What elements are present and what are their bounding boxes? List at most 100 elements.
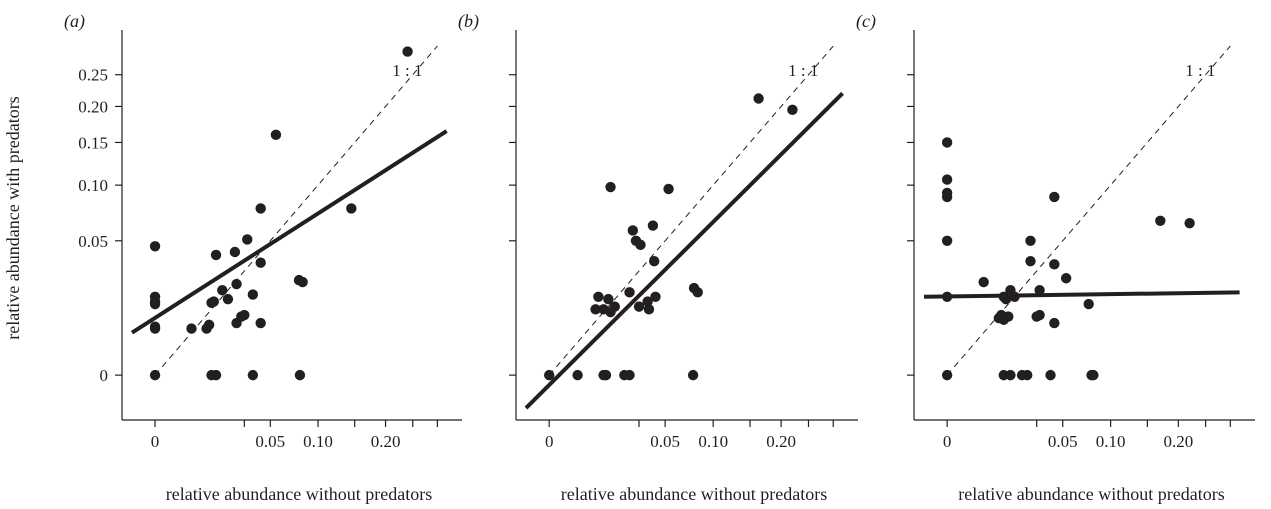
x-axis-title: relative abundance without predators xyxy=(561,484,827,504)
panel-label: (c) xyxy=(856,11,876,32)
data-point xyxy=(1049,259,1060,270)
data-point xyxy=(627,225,639,236)
data-point xyxy=(787,104,798,116)
data-point xyxy=(649,255,660,267)
data-point xyxy=(1083,298,1094,310)
x-tick-label: 0.05 xyxy=(650,432,680,451)
data-point xyxy=(941,235,953,246)
data-point xyxy=(650,291,661,302)
data-point xyxy=(149,241,161,252)
data-point xyxy=(149,291,161,302)
data-point xyxy=(149,321,161,332)
data-point xyxy=(753,93,764,104)
data-point xyxy=(590,304,601,315)
data-point xyxy=(624,287,635,298)
one-to-one-label: 1 : 1 xyxy=(788,61,818,80)
data-point xyxy=(247,289,259,300)
data-point xyxy=(941,369,953,381)
data-point xyxy=(593,291,604,302)
y-tick-label: 0 xyxy=(100,366,109,385)
data-point xyxy=(346,203,357,214)
data-point xyxy=(1034,309,1045,321)
data-point xyxy=(1045,369,1056,381)
x-tick-label: 0 xyxy=(151,432,160,451)
regression-line xyxy=(923,290,1240,299)
data-point xyxy=(572,369,583,381)
data-point xyxy=(217,284,228,296)
y-tick-label: 0.10 xyxy=(78,176,108,195)
x-tick-label: 0.05 xyxy=(1048,432,1078,451)
x-tick-label: 0.10 xyxy=(303,432,333,451)
data-point xyxy=(210,249,222,261)
data-point xyxy=(255,257,266,268)
data-point xyxy=(297,276,308,288)
data-point xyxy=(635,239,646,251)
one-to-one-label: 1 : 1 xyxy=(392,61,422,80)
data-point xyxy=(1088,369,1099,381)
one-to-one-line xyxy=(946,45,1231,376)
panel-label: (b) xyxy=(458,11,479,32)
data-point xyxy=(231,278,242,290)
data-point xyxy=(692,287,703,298)
data-point xyxy=(210,369,222,381)
data-point xyxy=(294,369,306,381)
data-point xyxy=(149,369,161,381)
data-point xyxy=(1005,369,1016,381)
x-tick-label: 0.05 xyxy=(255,432,285,451)
y-axis-title: relative abundance with predators xyxy=(3,96,23,339)
data-point xyxy=(941,291,953,302)
regression-line xyxy=(130,129,448,335)
data-point xyxy=(600,369,612,381)
data-point xyxy=(1034,284,1045,296)
data-point xyxy=(402,46,413,57)
data-point xyxy=(270,129,282,141)
data-point xyxy=(687,369,699,381)
data-point xyxy=(222,293,234,305)
data-point xyxy=(1025,235,1036,246)
data-point xyxy=(543,369,555,381)
data-point xyxy=(941,174,953,185)
data-point xyxy=(1003,311,1014,322)
data-point xyxy=(255,317,266,329)
panel-3: 0 0.05 0.10 0.20 1 : 1 (c) relative abundance … xyxy=(856,11,1255,504)
data-point xyxy=(1060,273,1072,284)
data-point xyxy=(663,183,674,195)
data-point xyxy=(186,323,197,334)
data-point xyxy=(647,220,659,231)
panel-label: (a) xyxy=(64,11,85,32)
y-tick-label: 0.05 xyxy=(78,232,108,251)
data-point xyxy=(1184,217,1195,229)
x-tick-label: 0.20 xyxy=(766,432,796,451)
data-point xyxy=(624,369,635,381)
one-to-one-label: 1 : 1 xyxy=(1185,61,1215,80)
data-point xyxy=(603,293,614,305)
data-point xyxy=(1025,255,1036,267)
data-point xyxy=(1009,291,1020,302)
data-point xyxy=(247,369,259,381)
panels: 0 0.05 0.10 0.20 0 0.05 0.10 0.15 0.20 0.25 1 : 1 (… xyxy=(64,11,1255,504)
x-tick-label: 0.10 xyxy=(1096,432,1126,451)
data-point xyxy=(643,304,655,315)
panel-1: 0 0.05 0.10 0.20 0 0.05 0.10 0.15 0.20 0.25 1 : 1 (… xyxy=(64,11,462,504)
x-tick-label: 0 xyxy=(943,432,952,451)
x-tick-label: 0.10 xyxy=(698,432,728,451)
one-to-one-line xyxy=(548,45,834,376)
regression-line xyxy=(524,91,844,410)
data-point xyxy=(941,187,953,199)
y-tick-label: 0.20 xyxy=(78,97,108,116)
data-point xyxy=(255,203,266,214)
y-tick-label: 0.25 xyxy=(78,66,108,85)
data-point xyxy=(239,309,250,321)
data-point xyxy=(1022,369,1033,381)
data-point xyxy=(1000,293,1012,305)
data-point xyxy=(633,301,645,312)
data-point xyxy=(208,296,220,307)
y-tick-label: 0.15 xyxy=(78,133,108,152)
data-point xyxy=(605,181,616,193)
data-point xyxy=(978,276,989,288)
x-tick-label: 0.20 xyxy=(1163,432,1193,451)
one-to-one-line xyxy=(154,45,438,376)
data-point xyxy=(203,319,215,331)
data-point xyxy=(229,246,241,258)
